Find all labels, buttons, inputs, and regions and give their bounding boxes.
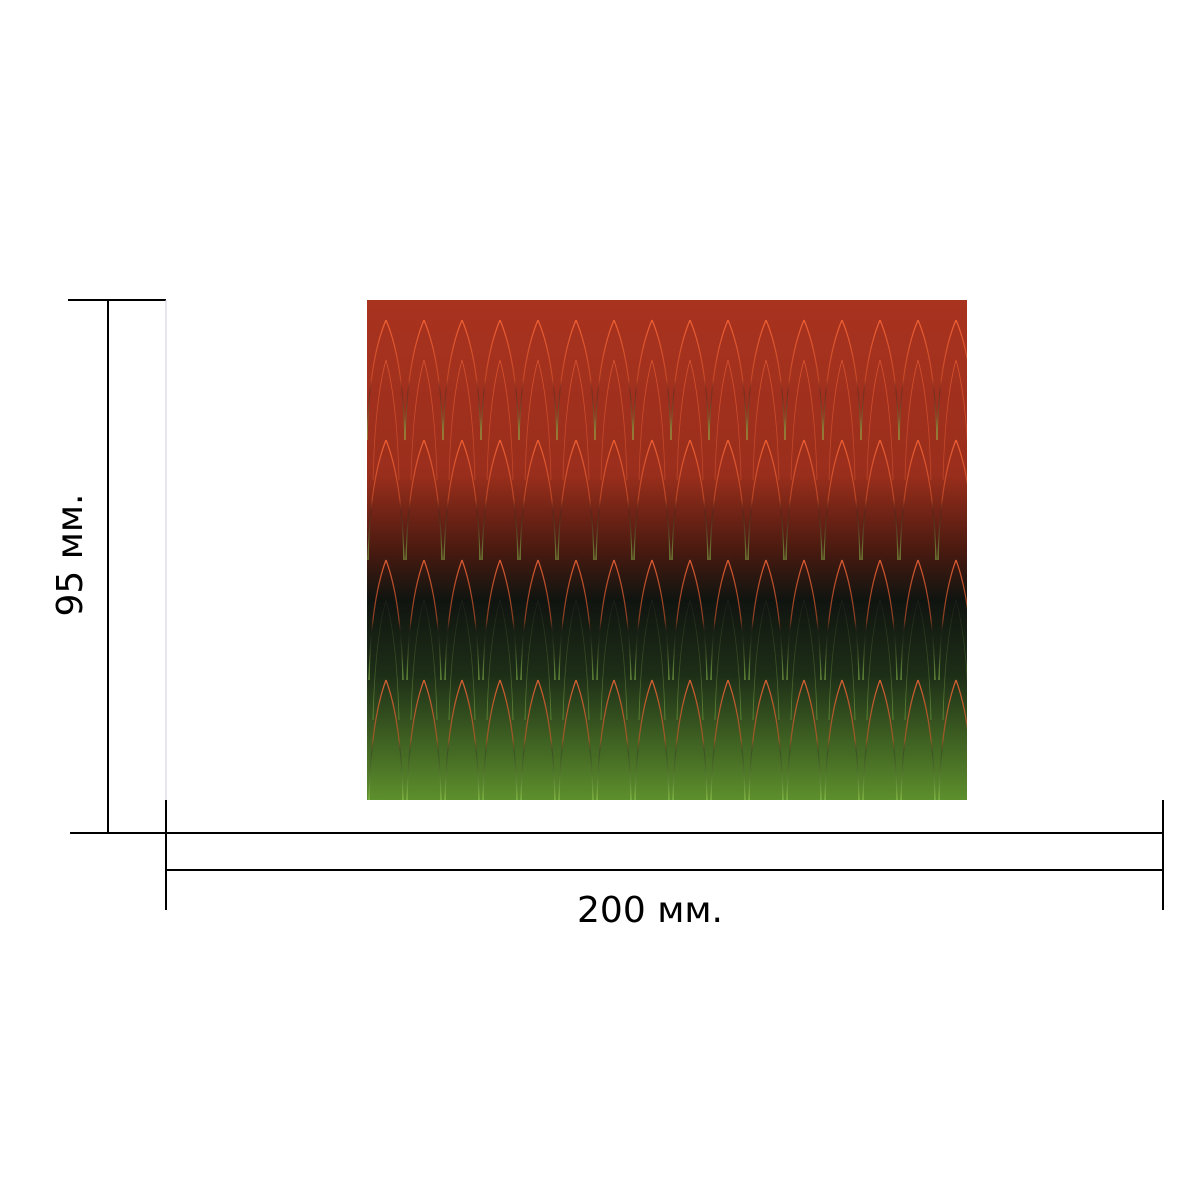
height-label: 95 мм. bbox=[50, 493, 91, 616]
width-dimension bbox=[165, 800, 1164, 910]
product-image bbox=[367, 300, 967, 800]
height-dimension bbox=[68, 299, 167, 834]
width-label: 200 мм. bbox=[577, 890, 723, 931]
